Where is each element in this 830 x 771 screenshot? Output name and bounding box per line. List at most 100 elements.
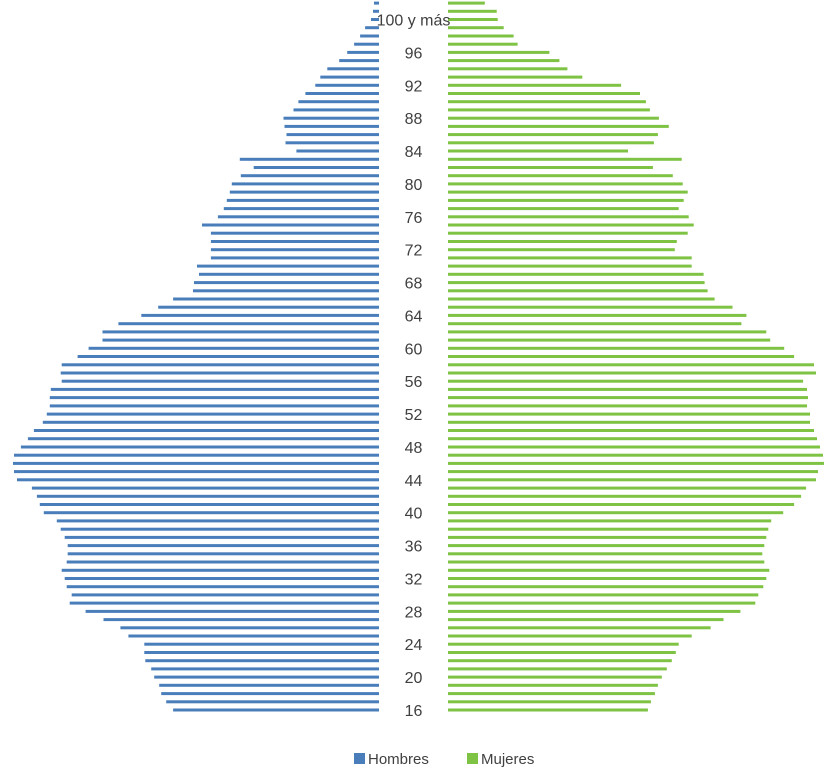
- bar-hombres-99: [365, 26, 379, 30]
- bar-hombres-90: [298, 100, 379, 104]
- bar-mujeres-98: [448, 34, 514, 38]
- bar-mujeres-88: [448, 116, 659, 120]
- tick-label-20: 20: [405, 670, 423, 687]
- bar-hombres-92: [315, 83, 379, 87]
- bar-hombres-53: [49, 404, 380, 408]
- bar-mujeres-59: [448, 355, 795, 358]
- bar-mujeres-50: [448, 429, 814, 432]
- bar-hombres-42: [36, 494, 380, 498]
- tick-label-92: 92: [405, 78, 423, 95]
- bar-hombres-37: [64, 535, 379, 539]
- bar-hombres-71: [210, 256, 379, 260]
- bar-mujeres-90: [448, 100, 646, 104]
- bar-mujeres-42: [448, 494, 802, 498]
- tick-label-36: 36: [405, 539, 423, 556]
- tick-label-64: 64: [405, 308, 423, 325]
- bar-mujeres-45: [448, 470, 818, 474]
- bar-mujeres-53: [448, 404, 807, 408]
- bar-mujeres-19: [448, 683, 658, 687]
- tick-label-96: 96: [405, 45, 423, 62]
- bar-hombres-20: [154, 675, 379, 679]
- bar-mujeres-24: [448, 642, 679, 646]
- bar-mujeres-25: [448, 634, 692, 638]
- bar-mujeres-56: [448, 379, 804, 383]
- bar-hombres-33: [61, 568, 379, 572]
- bar-hombres-68: [194, 281, 379, 285]
- bar-mujeres-95: [448, 59, 560, 63]
- bar-hombres-82: [253, 166, 379, 169]
- bar-mujeres-86: [448, 133, 658, 137]
- bar-hombres-21: [151, 667, 379, 671]
- bar-mujeres-64: [448, 313, 747, 317]
- bar-hombres-18: [161, 692, 379, 696]
- bar-mujeres-73: [448, 240, 677, 243]
- bar-mujeres-32: [448, 577, 767, 580]
- bar-mujeres-69: [448, 272, 704, 276]
- bar-mujeres-23: [448, 651, 676, 654]
- bar-mujeres-93: [448, 75, 583, 79]
- bar-hombres-44: [17, 478, 379, 482]
- bar-hombres-19: [159, 683, 379, 687]
- bar-mujeres-85: [448, 141, 654, 145]
- bar-hombres-38: [60, 527, 379, 531]
- bar-mujeres-75: [448, 223, 694, 227]
- bar-hombres-91: [305, 92, 379, 95]
- bar-hombres-60: [88, 346, 379, 350]
- bar-mujeres-44: [448, 478, 816, 482]
- bar-mujeres-76: [448, 215, 689, 219]
- tick-label-44: 44: [405, 473, 423, 490]
- tick-label-40: 40: [405, 506, 423, 523]
- bar-mujeres-94: [448, 67, 568, 71]
- bar-mujeres-52: [448, 412, 810, 416]
- bar-hombres-41: [39, 503, 380, 506]
- bar-mujeres-16: [448, 708, 648, 712]
- bar-hombres-66: [173, 297, 379, 301]
- tick-label-56: 56: [405, 374, 423, 391]
- mujeres-bars: [448, 1, 824, 712]
- bar-hombres-87: [284, 124, 379, 128]
- bar-mujeres-57: [448, 371, 816, 375]
- tick-label-88: 88: [405, 111, 423, 128]
- bar-hombres-89: [293, 108, 379, 112]
- bar-hombres-95: [339, 59, 379, 63]
- bar-hombres-40: [43, 511, 380, 515]
- bar-mujeres-39: [448, 519, 772, 523]
- tick-label-52: 52: [405, 407, 423, 424]
- bar-hombres-27: [103, 618, 379, 622]
- legend-swatch-mujeres: [467, 753, 478, 764]
- bar-mujeres-86: [448, 1, 485, 5]
- tick-label-32: 32: [405, 572, 423, 589]
- bar-mujeres-62: [448, 330, 767, 334]
- bar-hombres-56: [61, 379, 379, 383]
- legend: Hombres Mujeres: [354, 751, 534, 768]
- bar-hombres-72: [210, 248, 379, 252]
- bar-hombres-88: [283, 116, 379, 120]
- bar-hombres-22: [145, 659, 379, 663]
- bar-mujeres-89: [448, 108, 650, 112]
- bar-hombres-31: [66, 585, 379, 589]
- legend-label-mujeres: Mujeres: [481, 751, 534, 768]
- bar-mujeres-55: [448, 387, 807, 391]
- bar-hombres-48: [20, 445, 380, 449]
- bar-hombres-67: [193, 289, 379, 293]
- bar-hombres-51: [42, 420, 380, 424]
- bar-hombres-45: [14, 470, 379, 474]
- bar-hombres-69: [199, 272, 379, 276]
- bar-mujeres-18: [448, 692, 655, 696]
- bar-mujeres-41: [448, 503, 795, 506]
- bar-hombres-61: [102, 338, 379, 342]
- bar-mujeres-47: [448, 453, 823, 457]
- bar-mujeres-28: [448, 609, 741, 613]
- legend-swatch-hombres: [354, 753, 365, 764]
- bar-hombres-54: [49, 396, 380, 400]
- bar-mujeres-21: [448, 667, 667, 671]
- tick-label-60: 60: [405, 341, 423, 358]
- bar-hombres-98: [360, 34, 379, 38]
- bar-mujeres-91: [448, 92, 640, 95]
- bar-hombres-65: [158, 305, 379, 309]
- bar-mujeres-22: [448, 659, 672, 663]
- bar-hombres-24: [144, 642, 379, 646]
- hombres-bars: [13, 1, 380, 712]
- bar-mujeres-46: [448, 461, 824, 465]
